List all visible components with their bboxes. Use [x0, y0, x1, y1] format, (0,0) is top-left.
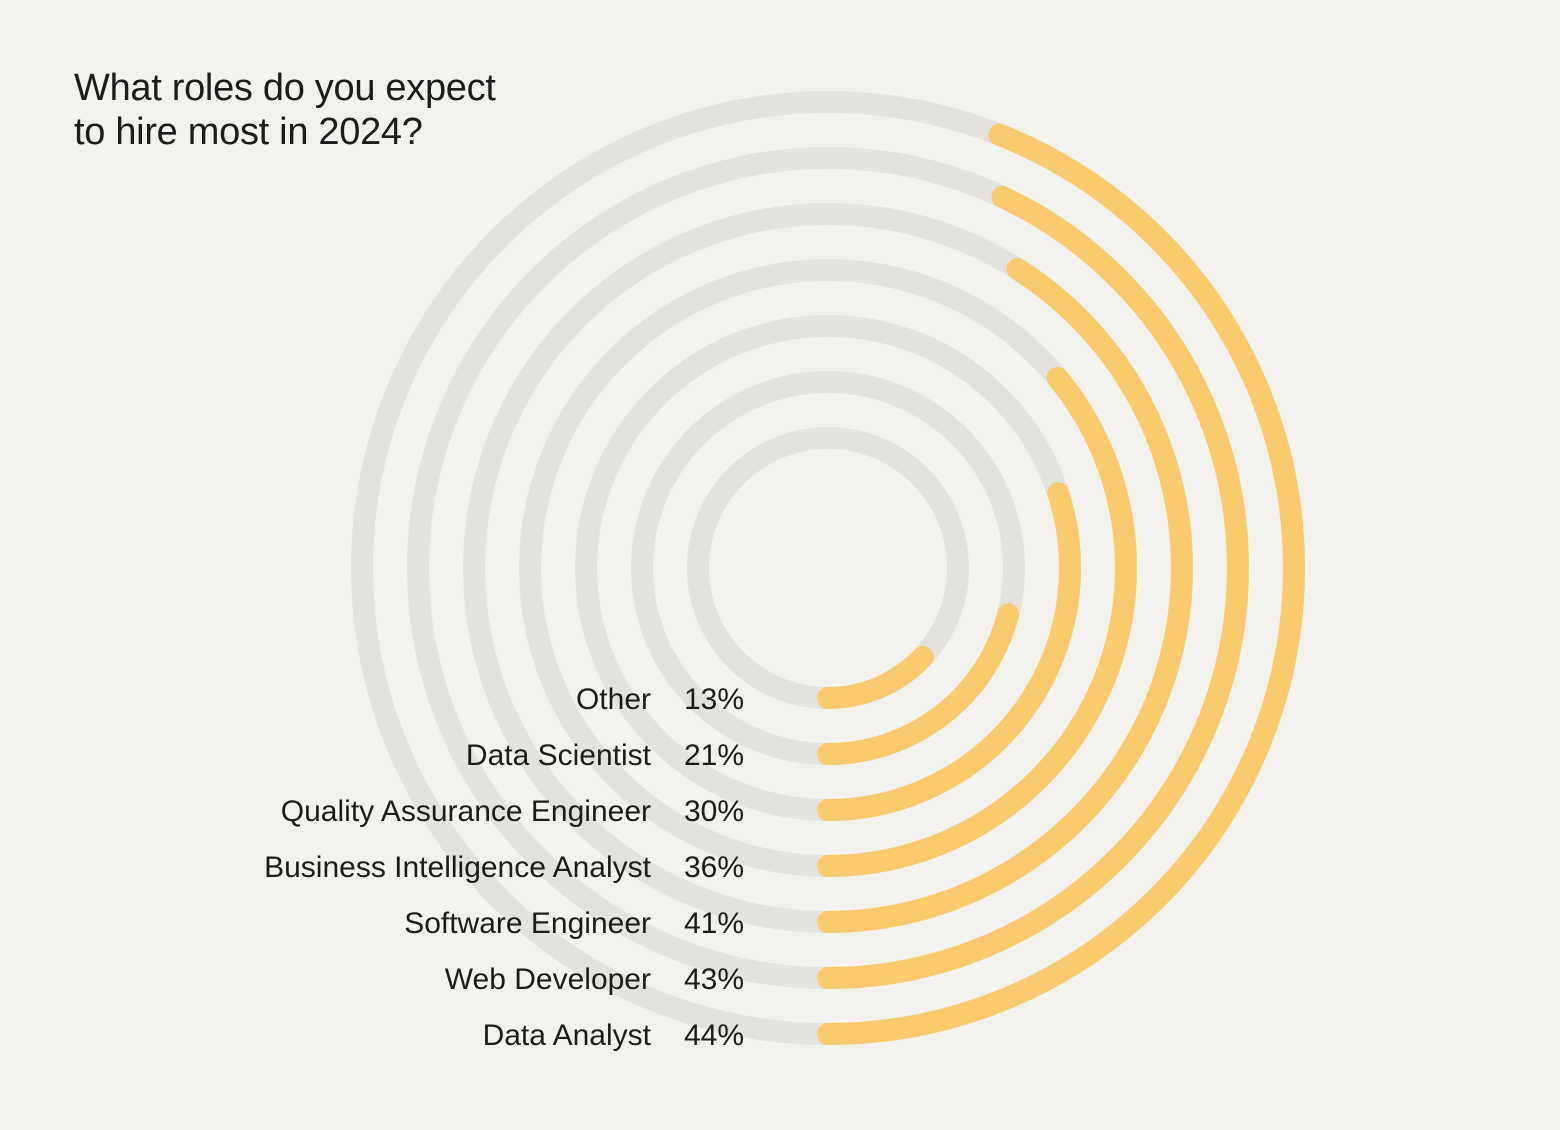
chart-title-line-1: What roles do you expect [74, 67, 496, 109]
value-label-data-analyst: 44% [684, 1019, 744, 1052]
ring-bar-business-intelligence-analyst [817, 367, 1137, 877]
value-label-other: 13% [684, 683, 744, 716]
category-label-quality-assurance-engineer: Quality Assurance Engineer [281, 795, 651, 828]
category-label-web-developer: Web Developer [445, 963, 651, 996]
value-label-data-scientist: 21% [684, 739, 744, 772]
category-label-data-scientist: Data Scientist [466, 739, 652, 772]
value-label-software-engineer: 41% [684, 907, 744, 940]
ring-bar-data-scientist [817, 603, 1020, 765]
ring-bars [817, 123, 1306, 1045]
category-label-business-intelligence-analyst: Business Intelligence Analyst [264, 851, 652, 884]
ring-bar-software-engineer [817, 258, 1193, 933]
ring-bar-data-analyst [817, 123, 1306, 1045]
value-label-web-developer: 43% [684, 963, 744, 996]
ring-labels: Other 13% Data Scientist 21% Quality Assuran… [264, 683, 744, 1052]
chart-title: What roles do you expect to hire most in… [74, 66, 634, 154]
ring-bar-quality-assurance-engineer [817, 482, 1081, 821]
category-label-data-analyst: Data Analyst [483, 1019, 652, 1052]
chart-title-line-2: to hire most in 2024? [74, 111, 423, 153]
category-label-software-engineer: Software Engineer [404, 907, 651, 940]
ring-bar-other [817, 645, 934, 709]
value-label-quality-assurance-engineer: 30% [684, 795, 744, 828]
category-label-other: Other [576, 683, 651, 716]
ring-bar-web-developer [817, 186, 1249, 989]
value-label-business-intelligence-analyst: 36% [684, 851, 744, 884]
